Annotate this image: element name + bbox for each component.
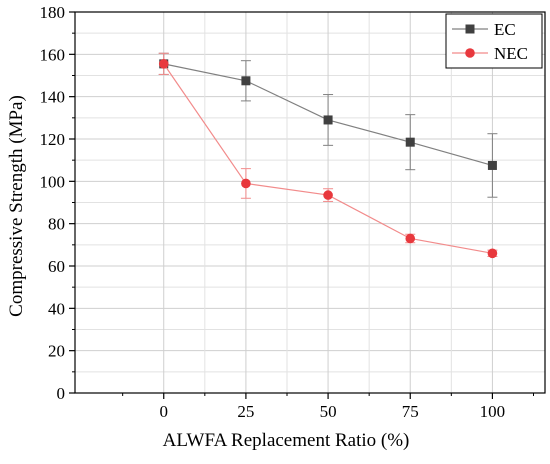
data-point (241, 178, 251, 189)
x-tick-label: 75 (402, 402, 419, 421)
data-point (241, 76, 251, 86)
legend-items: EC NEC (452, 20, 528, 63)
legend-marker (465, 24, 475, 34)
legend-item-ec: EC (452, 20, 516, 39)
legend-marker (465, 48, 475, 58)
data-point (323, 190, 333, 200)
y-tick-label: 60 (48, 257, 65, 276)
x-axis-title: ALWFA Replacement Ratio (%) (163, 430, 410, 451)
legend-item-nec: NEC (452, 44, 528, 63)
data-point (158, 59, 169, 69)
x-tick-label: 0 (159, 402, 168, 421)
y-tick-label: 40 (48, 299, 65, 318)
x-tick-label: 100 (480, 402, 506, 421)
plot-frame (74, 11, 546, 394)
y-tick-label: 180 (40, 3, 66, 22)
y-tick-label: 0 (57, 384, 66, 403)
series-layer (158, 52, 498, 259)
x-tick-label: 25 (237, 402, 254, 421)
x-tick-label: 50 (320, 402, 337, 421)
legend-label: NEC (494, 44, 528, 63)
legend-box (445, 13, 543, 69)
grid (75, 12, 545, 393)
x-tick-labels: 0 25 50 75 100 (159, 402, 505, 421)
series-nec (158, 52, 498, 259)
data-point (487, 248, 498, 259)
y-tick-label: 160 (40, 45, 66, 64)
y-tick-label: 20 (48, 342, 65, 361)
legend-label: EC (494, 20, 516, 39)
y-tick-label: 80 (48, 215, 65, 234)
data-point (323, 115, 333, 125)
data-point (405, 137, 415, 147)
y-tick-label: 100 (40, 172, 66, 191)
major-ticks (69, 11, 494, 399)
y-tick-label: 120 (40, 130, 66, 149)
data-point (487, 160, 497, 170)
y-tick-label: 140 (40, 88, 66, 107)
y-axis-title: Compressive Strength (MPa) (6, 95, 27, 317)
legend: EC NEC (445, 13, 543, 69)
data-point (405, 233, 416, 244)
y-tick-labels: 0 20 40 60 80 100 120 140 160 180 (40, 3, 66, 403)
